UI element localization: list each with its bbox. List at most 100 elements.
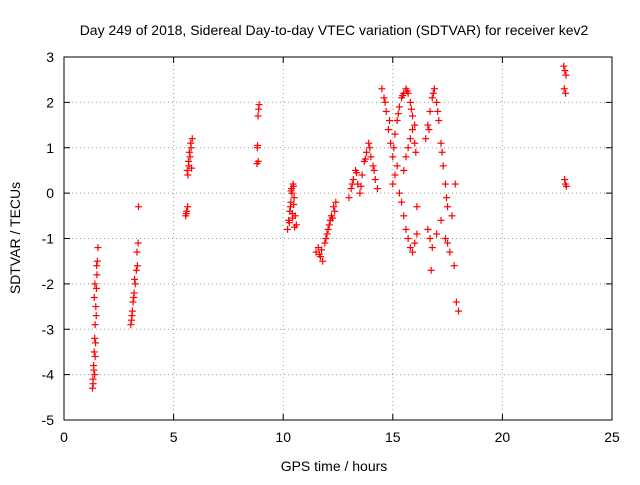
data-point bbox=[560, 62, 568, 70]
data-point bbox=[411, 239, 419, 247]
data-point bbox=[433, 98, 441, 106]
data-point bbox=[403, 87, 411, 95]
data-point bbox=[404, 144, 412, 152]
data-point bbox=[92, 303, 100, 311]
data-point bbox=[358, 171, 366, 179]
data-point bbox=[448, 212, 456, 220]
data-point bbox=[131, 280, 139, 288]
x-tick-label: 5 bbox=[170, 429, 178, 445]
data-point bbox=[409, 112, 417, 120]
data-point bbox=[93, 262, 101, 270]
data-point bbox=[411, 139, 419, 147]
data-point bbox=[285, 219, 293, 227]
data-point bbox=[93, 271, 101, 279]
data-point bbox=[134, 239, 142, 247]
data-point bbox=[560, 85, 568, 93]
y-tick-label: -1 bbox=[42, 231, 55, 247]
y-tick-label: -4 bbox=[42, 367, 55, 383]
data-point bbox=[188, 164, 196, 172]
data-point bbox=[90, 348, 98, 356]
data-point bbox=[183, 166, 191, 174]
data-point bbox=[366, 144, 374, 152]
data-point bbox=[94, 244, 102, 252]
data-point bbox=[89, 380, 97, 388]
data-point bbox=[394, 110, 402, 118]
data-point bbox=[412, 148, 420, 156]
data-point bbox=[362, 148, 370, 156]
data-point bbox=[393, 117, 401, 125]
plot-frame bbox=[63, 56, 613, 421]
data-point bbox=[435, 117, 443, 125]
data-point bbox=[395, 103, 403, 111]
data-point bbox=[382, 107, 390, 115]
data-point bbox=[90, 293, 98, 301]
data-point bbox=[455, 307, 463, 315]
data-points bbox=[88, 62, 570, 392]
data-point bbox=[409, 248, 417, 256]
data-point bbox=[91, 334, 99, 342]
data-point bbox=[561, 176, 569, 184]
data-point bbox=[318, 246, 326, 254]
data-point bbox=[406, 244, 414, 252]
x-tick-label: 15 bbox=[385, 429, 401, 445]
data-point bbox=[426, 235, 434, 242]
data-point bbox=[406, 98, 414, 106]
grid bbox=[64, 57, 612, 420]
data-point bbox=[425, 126, 433, 134]
data-point bbox=[437, 139, 445, 147]
data-point bbox=[380, 94, 388, 102]
data-point bbox=[422, 135, 430, 143]
data-point bbox=[319, 257, 327, 265]
data-point bbox=[127, 321, 135, 329]
data-point bbox=[434, 107, 442, 115]
y-tick-label: 0 bbox=[46, 185, 54, 201]
x-tick-label: 25 bbox=[604, 429, 620, 445]
data-point bbox=[348, 180, 356, 188]
data-point bbox=[395, 189, 403, 197]
data-point bbox=[441, 180, 449, 188]
x-tick-label: 10 bbox=[275, 429, 291, 445]
data-point bbox=[93, 257, 101, 265]
data-point bbox=[182, 210, 190, 218]
y-axis-label: SDTVAR / TECUs bbox=[7, 182, 23, 294]
data-point bbox=[347, 185, 355, 193]
data-point bbox=[433, 230, 441, 238]
data-point bbox=[411, 121, 419, 129]
data-point bbox=[446, 248, 454, 256]
data-point bbox=[562, 182, 570, 190]
data-point bbox=[426, 107, 434, 115]
data-point bbox=[389, 153, 397, 161]
data-point bbox=[128, 307, 136, 315]
y-tick-label: 3 bbox=[46, 49, 54, 65]
data-point bbox=[430, 85, 438, 93]
data-point bbox=[92, 312, 100, 320]
data-point bbox=[254, 157, 262, 165]
data-point bbox=[427, 266, 435, 274]
axes bbox=[63, 56, 613, 421]
data-point bbox=[254, 141, 262, 149]
y-tick-label: -2 bbox=[42, 276, 55, 292]
data-point bbox=[130, 293, 138, 301]
data-point bbox=[187, 139, 195, 147]
data-point bbox=[437, 216, 445, 224]
data-point bbox=[345, 194, 353, 202]
data-point bbox=[413, 230, 421, 238]
data-point bbox=[133, 262, 141, 270]
data-point bbox=[400, 166, 408, 174]
data-point bbox=[322, 235, 330, 242]
data-point bbox=[424, 121, 432, 129]
data-point bbox=[357, 182, 365, 190]
data-point bbox=[184, 171, 192, 179]
data-point bbox=[128, 316, 136, 324]
data-point bbox=[450, 262, 458, 270]
data-point bbox=[291, 223, 299, 231]
data-point bbox=[439, 162, 447, 170]
data-point bbox=[290, 194, 298, 202]
data-point bbox=[324, 225, 332, 233]
data-point bbox=[90, 366, 98, 374]
data-point bbox=[188, 135, 196, 143]
data-point bbox=[384, 126, 392, 134]
data-point bbox=[185, 157, 193, 165]
data-point bbox=[398, 198, 406, 206]
data-point bbox=[329, 214, 337, 222]
